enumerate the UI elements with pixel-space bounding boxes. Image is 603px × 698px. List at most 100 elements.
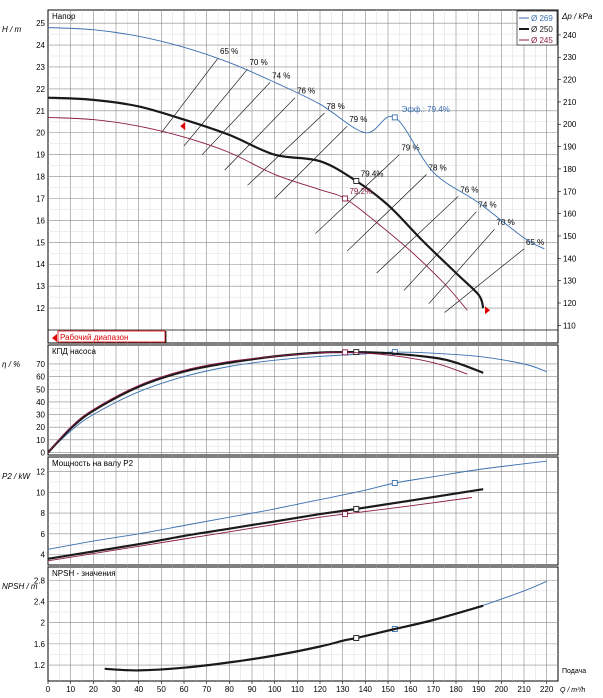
x-tick-label: 40 — [134, 685, 143, 694]
x-tick-label: 30 — [112, 685, 121, 694]
x-tick-label: 160 — [404, 685, 418, 694]
iso-efficiency-line — [403, 211, 477, 291]
iso-efficiency-line — [428, 228, 495, 304]
right-axis-tick-label: 200 — [563, 120, 577, 129]
curve-efficiency-d245 — [47, 351, 468, 453]
right-axis-tick-label: 210 — [563, 98, 577, 107]
bep-marker — [353, 178, 360, 184]
curve-npsh-d250 — [104, 604, 484, 672]
y-tick-label: 16 — [36, 216, 45, 225]
y-tick-label: 22 — [36, 85, 45, 94]
iso-efficiency-label: 78 % — [327, 102, 345, 111]
right-axis-tick-label: 150 — [563, 232, 577, 241]
range-box — [57, 330, 166, 343]
iso-efficiency-line — [315, 154, 400, 234]
y-axis-label: H / m — [2, 25, 21, 34]
legend-label: Ø 250 — [531, 25, 553, 34]
x-tick-label: 0 — [46, 685, 51, 694]
x-tick-label: 90 — [248, 685, 257, 694]
panel-head: 12 13 14 15 16 17 18 19 20 21 22 23 24 25 Напор H / m — [2, 9, 559, 344]
right-axis-tick-label: 190 — [563, 143, 577, 152]
legend: Ø 269 Ø 250 Ø 245 — [516, 10, 558, 46]
right-axis-tick-label: 230 — [563, 53, 577, 62]
x-tick-label: 110 — [291, 685, 304, 694]
y-tick-label: 8 — [41, 509, 46, 518]
curve-head-d269 — [47, 27, 545, 250]
x-tick-label: 130 — [336, 685, 350, 694]
y-tick-label: 18 — [36, 173, 45, 182]
y-tick-label: 40 — [36, 398, 45, 407]
x-axis-label-right: Подача — [562, 668, 586, 675]
right-axis-tick-label: 130 — [563, 277, 577, 286]
legend-label: Ø 245 — [531, 36, 553, 45]
iso-efficiency-label: 65 % — [526, 238, 544, 247]
x-tick-label: 10 — [66, 685, 75, 694]
y-tick-label: 10 — [36, 488, 45, 497]
right-axis-tick-label: 180 — [563, 165, 577, 174]
y-tick-label: 2 — [41, 619, 46, 628]
x-tick-label: 120 — [313, 685, 327, 694]
x-tick-label: 140 — [359, 685, 373, 694]
bep-label-269: Эфф.: 79.4% — [402, 105, 450, 114]
right-axis-tick-label: 160 — [563, 210, 577, 219]
right-axis-tick-label: 140 — [563, 254, 577, 263]
y-axis-label: NPSH / m — [2, 582, 38, 591]
x-tick-label: 190 — [472, 685, 486, 694]
y-tick-label: 1.6 — [34, 640, 46, 649]
iso-efficiency-line — [346, 174, 427, 252]
working-range-label: Рабочий диапазон — [60, 333, 128, 342]
y-tick-label: 0 — [41, 448, 46, 457]
bep-marker — [341, 349, 348, 356]
iso-efficiency-label: 79 % — [401, 144, 419, 153]
iso-efficiency-line — [201, 82, 271, 155]
iso-efficiency-label: 74 % — [478, 201, 496, 210]
iso-efficiency-label: 65 % — [220, 47, 238, 56]
x-tick-label: 50 — [157, 685, 166, 694]
iso-efficiency-line — [183, 68, 248, 147]
panel-npsh: 1.2 1.6 2 2.4 2.8 NPSH - значения NPSH / m — [2, 566, 559, 682]
iso-efficiency-label: 76 % — [297, 87, 315, 96]
y-tick-label: 2.8 — [34, 576, 46, 585]
panel-title: Мощность на валу P2 — [52, 459, 134, 468]
y-tick-label: 19 — [36, 151, 45, 160]
y-axis-label: P2 / kW — [2, 472, 31, 481]
iso-efficiency-label: 70 % — [497, 218, 515, 227]
right-axis-tick-label: 240 — [563, 31, 577, 40]
x-tick-label: 220 — [540, 685, 554, 694]
y-tick-label: 17 — [36, 194, 45, 203]
range-start-arrow — [180, 122, 186, 131]
panel-frame — [47, 344, 559, 456]
y-axis-label: η / % — [2, 360, 20, 369]
iso-efficiency-label: 70 % — [249, 58, 267, 67]
right-axis-tick-label: 220 — [563, 76, 577, 85]
x-tick-label: 60 — [180, 685, 189, 694]
iso-efficiency-label: 78 % — [429, 163, 447, 172]
panel-title: NPSH - значения — [52, 569, 116, 578]
range-arrow-left — [52, 334, 57, 342]
iso-efficiency-line — [274, 125, 348, 199]
x-tick-label: 70 — [202, 685, 211, 694]
right-axis-tick-label: 110 — [563, 321, 576, 330]
bep-marker — [341, 511, 348, 518]
panel-title: Напор — [52, 12, 76, 21]
y-tick-label: 25 — [36, 19, 45, 28]
curve-power-d250 — [47, 488, 484, 560]
panel-power: 4 6 8 10 12 Мощность на валу P2 P2 / kW — [2, 456, 559, 566]
x-tick-label: 170 — [427, 685, 441, 694]
y-tick-label: 13 — [36, 282, 45, 291]
bep-marker — [353, 505, 360, 512]
bep-label-250: 79.4% — [361, 170, 384, 179]
y-tick-label: 20 — [36, 129, 45, 138]
x-tick-label: 200 — [495, 685, 509, 694]
y-tick-label: 12 — [36, 304, 45, 313]
y-tick-label: 60 — [36, 373, 45, 382]
y-tick-label: 12 — [36, 468, 45, 477]
x-tick-label: 80 — [225, 685, 234, 694]
curve-head-d245 — [47, 116, 468, 311]
bep-marker — [391, 114, 398, 121]
y-tick-label: 4 — [41, 551, 46, 560]
y-tick-label: 2.4 — [34, 597, 46, 606]
curve-power-d245 — [47, 497, 472, 562]
x-axis-label: Q / m³/h — [560, 687, 585, 694]
